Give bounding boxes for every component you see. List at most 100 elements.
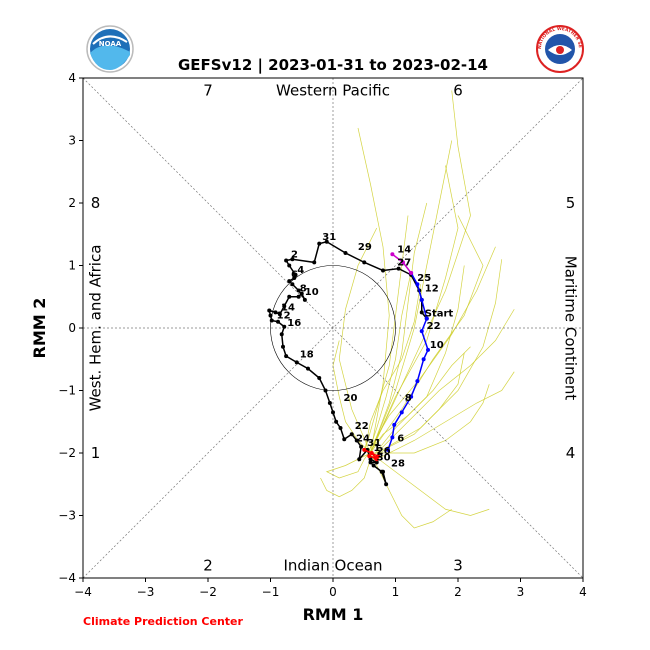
y-tick-label: −4: [58, 571, 76, 585]
series-1-point-38: [290, 282, 295, 287]
ensemble-member-4: [363, 284, 421, 454]
series-2-point-5: [369, 451, 374, 455]
series-1-point-50: [381, 268, 385, 273]
point-label: 28: [391, 459, 405, 470]
x-tick-label: −2: [199, 585, 217, 599]
series-1-point-46: [317, 241, 322, 246]
series-1-point-24: [279, 332, 284, 337]
point-label: 10: [305, 287, 319, 298]
series-3-point-11: [419, 297, 424, 302]
series-1-point-34: [296, 294, 301, 299]
series-3-point-7: [421, 357, 426, 362]
x-axis-label: RMM 1: [303, 605, 364, 624]
series-2-point-3: [376, 454, 380, 459]
series-1-point-27: [269, 318, 274, 323]
point-label: 26: [377, 446, 391, 457]
point-label: 27: [397, 257, 411, 268]
phase-label-8: 8: [91, 194, 101, 212]
credit-label: Climate Prediction Center: [83, 615, 243, 628]
series-1-point-49: [362, 260, 367, 265]
series-1-point-28: [268, 313, 273, 318]
ensemble-member-7: [376, 371, 515, 460]
region-label-right: Maritime Continent: [562, 256, 580, 401]
series-1-point-31: [277, 312, 282, 317]
y-tick-label: 2: [68, 196, 76, 210]
series-1-point-47: [324, 239, 329, 244]
series-1-point-43: [284, 258, 289, 263]
series-1-point-11: [354, 438, 359, 443]
series-3-point-5: [409, 394, 414, 399]
series-1-point-51: [396, 266, 401, 271]
point-label: 1: [374, 443, 381, 454]
series-3-point-8: [426, 347, 430, 352]
y-tick-label: 0: [68, 321, 76, 335]
ensemble-member-10: [370, 165, 459, 454]
point-label: 20: [344, 393, 358, 404]
ensemble-member-1: [367, 246, 496, 454]
region-label-bottom: Indian Ocean: [283, 557, 382, 575]
series-1-point-44: [290, 257, 295, 262]
ensemble-member-16: [370, 452, 490, 516]
x-tick-label: 0: [329, 585, 337, 599]
point-label: 12: [277, 311, 291, 322]
series-1-point-15: [334, 419, 339, 424]
series-3-point-12: [415, 282, 420, 287]
series-1-point-9: [357, 457, 362, 462]
ensemble-member-12: [370, 352, 465, 460]
region-label-left: West. Hem. and Africa: [87, 245, 105, 412]
series-1-point-36: [302, 297, 307, 302]
ensemble-member-9: [363, 215, 409, 454]
series-3-point-1: [386, 447, 390, 452]
ensemble-member-11: [376, 259, 503, 454]
x-tick-label: −4: [74, 585, 92, 599]
ensemble-member-15: [320, 459, 371, 498]
point-label: 29: [358, 242, 372, 253]
point-label: 8: [300, 284, 307, 295]
point-label: 30: [377, 452, 391, 463]
ensemble-member-20: [357, 127, 390, 454]
series-1-point-6: [374, 460, 379, 465]
point-label: 6: [291, 269, 298, 280]
series-4-point-2: [401, 260, 405, 265]
series-1-point-33: [287, 294, 292, 299]
noaa-logo: NOAA: [86, 25, 134, 73]
ensemble-member-18: [370, 384, 490, 454]
series-3-point-10: [424, 316, 429, 321]
series-3-point-3: [392, 422, 397, 427]
point-label: 24: [356, 434, 370, 445]
unit-circle: [270, 265, 396, 391]
x-tick-label: −3: [137, 585, 155, 599]
y-tick-label: 1: [68, 259, 76, 273]
noaa-logo-text: NOAA: [99, 40, 122, 48]
ensemble-member-2: [370, 265, 465, 460]
series-1-point-22: [284, 354, 289, 359]
phase-label-2: 2: [203, 557, 213, 575]
series-1-point-30: [273, 310, 278, 315]
point-label: 16: [287, 318, 301, 329]
point-label: Start: [425, 309, 454, 320]
series-1-point-13: [342, 437, 347, 442]
series-1-point-23: [281, 344, 285, 349]
series-1-point-10: [359, 444, 364, 449]
series-3-point-6: [415, 379, 420, 384]
series-3-point-9: [419, 329, 424, 334]
chart-title: GEFSv12 | 2023-01-31 to 2023-02-14: [178, 56, 488, 75]
phase-label-4: 4: [566, 444, 576, 462]
series-1-point-14: [338, 426, 343, 430]
ensemble-member-5: [370, 215, 484, 454]
series-1-point-5: [368, 460, 373, 465]
series-1-point-21: [294, 360, 299, 365]
series-1-point-16: [331, 410, 335, 415]
series-1-point-39: [287, 279, 292, 284]
series-1-point-3: [379, 469, 384, 474]
point-label: 18: [300, 349, 314, 360]
x-tick-label: 4: [579, 585, 587, 599]
ensemble-member-6: [363, 346, 471, 460]
x-tick-label: 1: [392, 585, 400, 599]
series-1-point-19: [317, 376, 322, 380]
series-1-point-17: [327, 401, 332, 405]
point-label: 22: [427, 321, 441, 332]
ensemble-member-13: [367, 271, 412, 457]
